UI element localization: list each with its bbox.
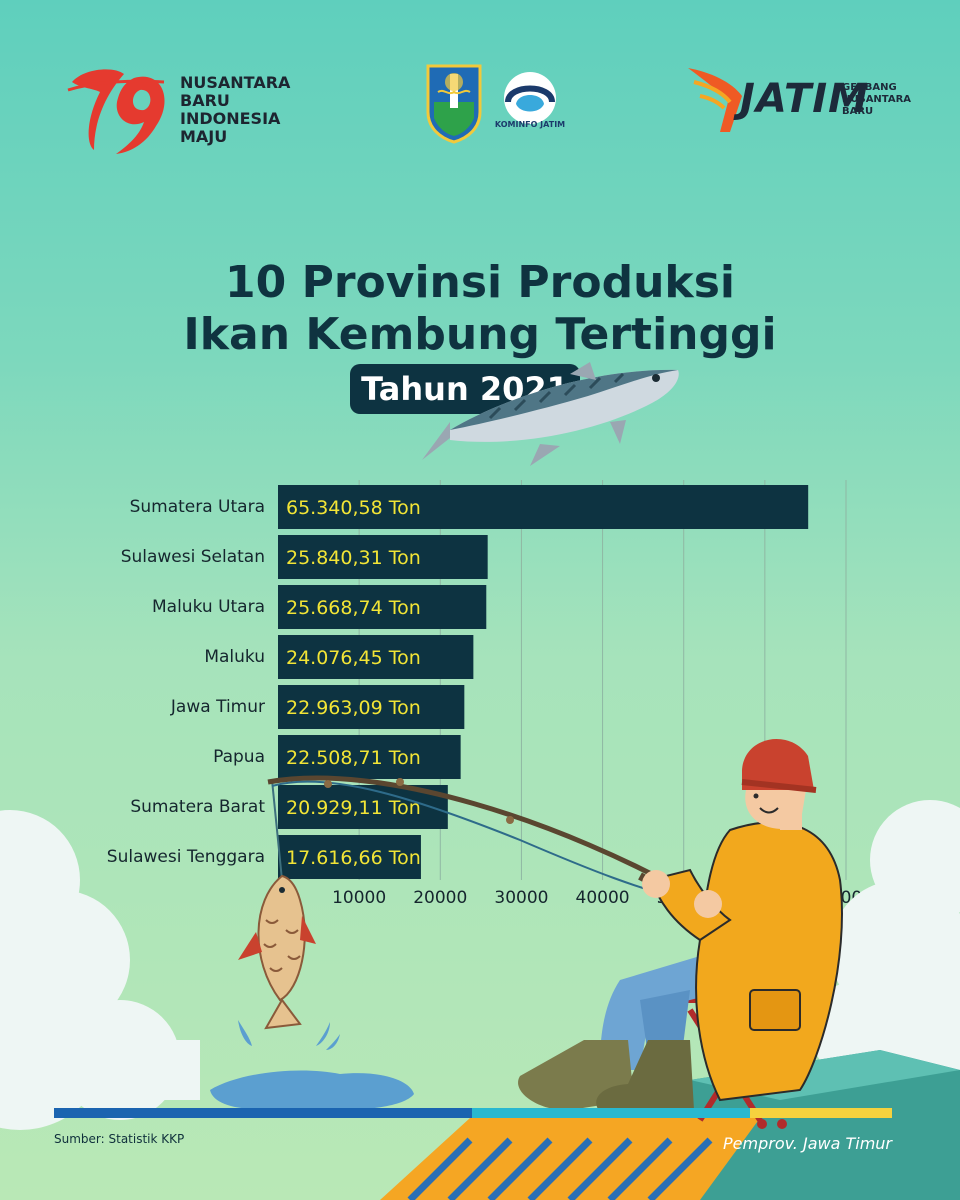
page-title-line-2: Ikan Kembung Tertinggi <box>183 309 777 360</box>
bar-value-label: 25.840,31 Ton <box>286 547 421 569</box>
bar-value-label: 22.508,71 Ton <box>286 747 421 769</box>
category-label: Maluku <box>204 647 265 667</box>
water-splash <box>238 1020 340 1050</box>
bar-value-label: 20.929,11 Ton <box>286 797 421 819</box>
jatim-tagline-line: BARU <box>842 106 874 117</box>
category-label: Sulawesi Tenggara <box>107 847 265 867</box>
category-label: Papua <box>213 747 265 767</box>
jatim-wing-logo <box>688 68 742 132</box>
x-tick-label: 40000 <box>576 888 630 908</box>
logo-text-line: NUSANTARA <box>180 73 291 92</box>
chart-x-axis: 10000 20000 30000 40000 50000 60000 70000 <box>332 888 873 908</box>
logo-text-line: MAJU <box>180 127 228 146</box>
x-tick-label: 60000 <box>738 888 792 908</box>
jatim-wordmark: JATIM <box>740 76 869 122</box>
category-label: Sumatera Barat <box>130 797 265 817</box>
chart-bars: Sumatera Utara 65.340,58 Ton Sulawesi Sela… <box>107 485 809 879</box>
x-tick-label: 50000 <box>657 888 711 908</box>
bar <box>278 535 488 579</box>
jatim-tagline-line: GERBANG <box>842 82 897 93</box>
anniversary-logo-text: NUSANTARA BARU INDONESIA MAJU <box>180 74 290 146</box>
bar-value-label: 22.963,09 Ton <box>286 697 421 719</box>
category-label: Maluku Utara <box>152 597 265 617</box>
x-tick-label: 70000 <box>819 888 873 908</box>
bar-value-label: 25.668,74 Ton <box>286 597 421 619</box>
logo-text-line: BARU <box>180 91 230 110</box>
source-note: Sumber: Statistik KKP <box>54 1132 185 1146</box>
bar <box>278 685 465 729</box>
jatim-tagline: GERBANG NUSANTARA BARU <box>842 82 911 118</box>
x-tick-label: 30000 <box>494 888 548 908</box>
category-label: Sumatera Utara <box>130 497 265 517</box>
bar <box>278 585 487 629</box>
bar-value-label: 24.076,45 Ton <box>286 647 421 669</box>
water-puddle <box>210 1070 414 1111</box>
bar <box>278 635 474 679</box>
logo-text-line: INDONESIA <box>180 109 281 128</box>
x-tick-label: 20000 <box>413 888 467 908</box>
category-label: Sulawesi Selatan <box>121 547 265 567</box>
kominfo-logo <box>504 72 556 124</box>
footer-color-bar <box>54 1108 892 1118</box>
striped-floor <box>380 1118 760 1200</box>
east-java-emblem <box>426 64 482 144</box>
publisher-credit: Pemprov. Jawa Timur <box>723 1134 892 1153</box>
bar-value-label: 65.340,58 Ton <box>286 497 421 519</box>
bar-value-label: 17.616,66 Ton <box>286 847 421 869</box>
bar <box>278 485 809 529</box>
anniversary-79-logo <box>67 69 165 154</box>
x-tick-label: 10000 <box>332 888 386 908</box>
bar <box>278 735 461 779</box>
ground-slab <box>540 1050 960 1200</box>
mackerel-fish-illustration <box>422 362 679 466</box>
kominfo-label: KOMINFO JATIM <box>494 120 566 129</box>
category-label: Jawa Timur <box>170 697 265 717</box>
jatim-tagline-line: NUSANTARA <box>842 94 912 105</box>
page-title-line-1: 10 Provinsi Produksi <box>225 257 735 308</box>
production-bar-chart: Sumatera Utara 65.340,58 Ton Sulawesi Sela… <box>107 480 873 908</box>
